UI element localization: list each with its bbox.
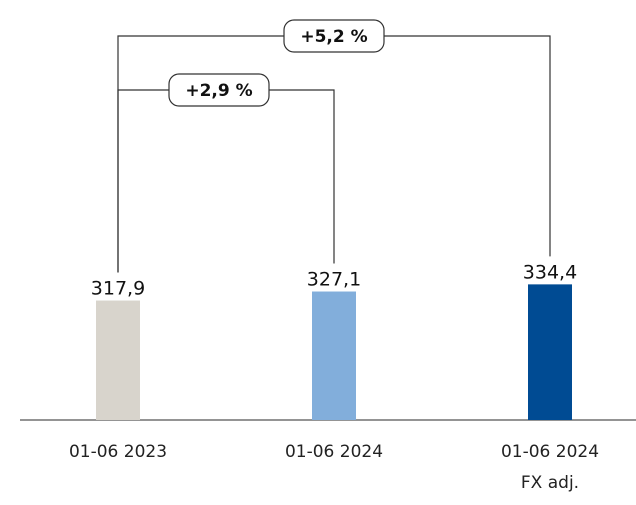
- category-sublabel-3: FX adj.: [521, 473, 579, 493]
- bar-2: [312, 291, 356, 420]
- bar-3: [528, 284, 572, 420]
- change-badge-2: [283, 19, 385, 53]
- value-labels-group: 317,9 327,1 334,4: [91, 261, 577, 299]
- category-label-2: 01-06 2024: [285, 442, 383, 462]
- change-annotations-group: +2,9 % +5,2 %: [117, 19, 551, 273]
- category-label-3: 01-06 2024: [501, 442, 599, 462]
- bars-group: [96, 284, 572, 420]
- category-labels-group: 01-06 2023 01-06 2024 01-06 2024 FX adj.: [69, 442, 599, 493]
- change-label-2: +5,2 %: [300, 27, 367, 47]
- category-label-1: 01-06 2023: [69, 442, 167, 462]
- change-label-1: +2,9 %: [185, 81, 252, 101]
- value-label-3: 334,4: [523, 261, 577, 283]
- value-label-2: 327,1: [307, 269, 361, 291]
- value-label-1: 317,9: [91, 278, 145, 300]
- change-bracket-1: [117, 89, 335, 273]
- change-badge-1: [168, 73, 270, 107]
- bar-1: [96, 300, 140, 420]
